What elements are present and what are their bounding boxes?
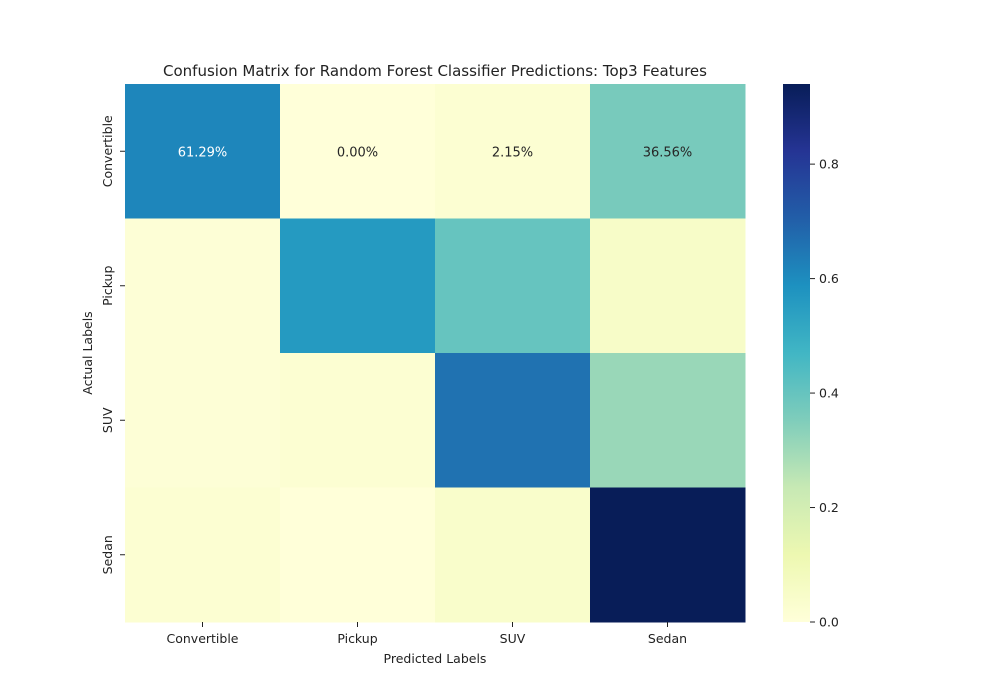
colorbar-tick-label: 0.2 xyxy=(819,500,839,515)
colorbar-tick-label: 0.8 xyxy=(819,157,839,172)
heatmap-cell xyxy=(280,487,436,623)
y-tick-label: Sedan xyxy=(100,535,115,574)
heatmap-cell-label: 61.29% xyxy=(178,145,228,160)
y-tick-label: SUV xyxy=(100,407,115,433)
colorbar-tick-label: 0.6 xyxy=(819,271,839,286)
x-tick-label: Sedan xyxy=(648,631,687,646)
heatmap-cell xyxy=(125,84,281,219)
y-axis-ticks: Convertible Pickup SUV Sedan xyxy=(100,115,125,574)
heatmap-cell-label: 36.56% xyxy=(643,145,693,160)
heatmap-cell xyxy=(280,218,436,354)
heatmap-cell-label: 0.00% xyxy=(337,145,378,160)
heatmap-cells xyxy=(125,84,746,623)
y-axis-label: Actual Labels xyxy=(80,311,95,394)
heatmap-cell xyxy=(435,218,591,354)
y-tick-label: Pickup xyxy=(100,266,115,306)
heatmap-cell xyxy=(280,84,436,219)
heatmap-cell xyxy=(125,218,281,354)
colorbar-gradient xyxy=(783,84,810,622)
x-tick-label: Pickup xyxy=(337,631,377,646)
heatmap-cell xyxy=(590,218,746,354)
x-axis-ticks: Convertible Pickup SUV Sedan xyxy=(167,622,687,646)
heatmap-cell xyxy=(435,353,591,488)
heatmap-cell-labels: 61.29% 0.00% 2.15% 36.56% xyxy=(178,145,693,160)
x-tick-label: Convertible xyxy=(167,631,239,646)
colorbar: 0.0 0.2 0.4 0.6 0.8 xyxy=(783,84,839,630)
y-tick-label: Convertible xyxy=(100,115,115,187)
colorbar-tick-label: 0.4 xyxy=(819,386,839,401)
heatmap-cell xyxy=(590,353,746,488)
heatmap-cell xyxy=(435,487,591,623)
heatmap-cell xyxy=(435,84,591,219)
heatmap-cell xyxy=(125,353,281,488)
heatmap-cell-label: 2.15% xyxy=(492,145,533,160)
heatmap-cell xyxy=(125,487,281,623)
x-tick-label: SUV xyxy=(500,631,526,646)
chart-title: Confusion Matrix for Random Forest Class… xyxy=(163,62,707,80)
x-axis-label: Predicted Labels xyxy=(384,651,487,666)
heatmap-cell xyxy=(590,84,746,219)
heatmap-cell xyxy=(280,353,436,488)
colorbar-tick-label: 0.0 xyxy=(819,615,839,630)
heatmap-cell xyxy=(590,487,746,623)
